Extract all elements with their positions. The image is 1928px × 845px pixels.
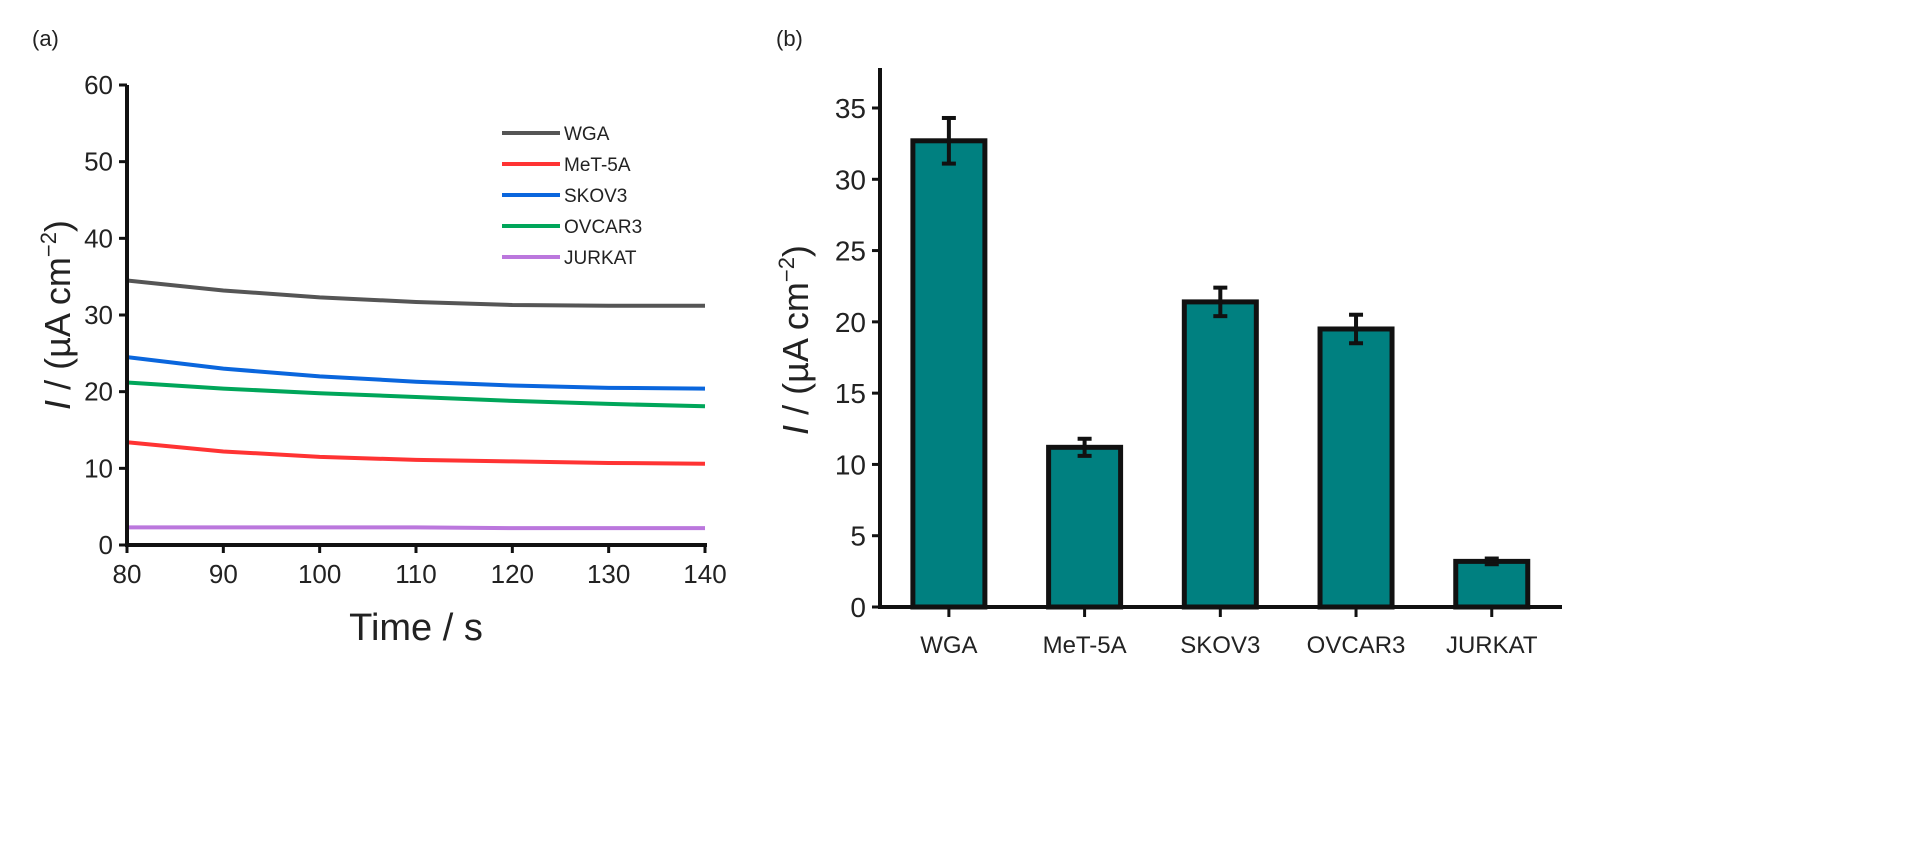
x-tick-label: 90 — [209, 559, 238, 589]
y-tick-label: 50 — [84, 147, 113, 177]
bar-chart-panel: (b) WGA MeT-5A SKOV3 OVCAR3 JURKAT 0 5 10 15 20 25… — [774, 26, 1562, 659]
series-line-jurkat — [127, 525, 705, 531]
legend-label: JURKAT — [564, 248, 637, 269]
x-tick-label: 130 — [587, 559, 630, 589]
line-plot-area: 0 10 20 30 40 50 60 80 90 100 110 120 130 140 — [84, 70, 727, 589]
x-tick-label: WGA — [920, 632, 977, 659]
x-axis-label: Time / s — [349, 607, 483, 649]
x-tick-label: OVCAR3 — [1307, 632, 1406, 659]
x-tick-label: 110 — [395, 559, 436, 589]
bar-met-5a — [1046, 444, 1124, 610]
legend-label: MeT-5A — [564, 155, 631, 176]
y-tick-label: 10 — [835, 449, 866, 480]
y-tick-label: 40 — [84, 223, 113, 253]
y-axis-label: I / (µA cm−2) — [774, 245, 816, 435]
series-line-skov3 — [126, 355, 706, 391]
x-tick-label: JURKAT — [1446, 632, 1538, 659]
bar-skov3 — [1181, 299, 1259, 610]
line-chart-panel: (a) 0 10 20 30 40 50 60 80 90 100 110 120 130 140 Tim… — [32, 26, 727, 649]
y-tick-label: 5 — [850, 521, 866, 552]
y-tick-label: 10 — [84, 453, 113, 483]
x-tick-label: 80 — [113, 559, 142, 589]
y-tick-label: 0 — [850, 592, 866, 623]
x-tick-label: 120 — [491, 559, 534, 589]
legend-label: SKOV3 — [564, 186, 627, 207]
bar-ovcar3 — [1317, 326, 1395, 610]
legend-label: OVCAR3 — [564, 217, 642, 238]
x-tick-label: MeT-5A — [1043, 632, 1127, 659]
y-tick-label: 15 — [835, 378, 866, 409]
x-tick-label: SKOV3 — [1180, 632, 1260, 659]
y-tick-label: 0 — [99, 530, 113, 560]
y-tick-label: 25 — [835, 236, 866, 267]
legend-label: WGA — [564, 124, 610, 145]
y-axis-label: I / (µA cm−2) — [36, 220, 78, 410]
panel-label-a: (a) — [32, 26, 59, 51]
legend: WGA MeT-5A SKOV3 OVCAR3 JURKAT — [502, 124, 642, 269]
y-tick-label: 20 — [835, 307, 866, 338]
y-tick-label: 30 — [835, 164, 866, 195]
series-line-met-5a — [126, 440, 706, 466]
y-tick-label: 35 — [835, 93, 866, 124]
y-tick-label: 30 — [84, 300, 113, 330]
y-tick-label: 60 — [84, 70, 113, 100]
x-tick-label: 100 — [298, 559, 341, 589]
bar-plot-area: WGA MeT-5A SKOV3 OVCAR3 JURKAT 0 5 10 15 20 25 30 35 — [835, 68, 1562, 659]
panel-label-b: (b) — [776, 26, 803, 51]
bar-jurkat — [1453, 558, 1531, 610]
series-line-ovcar3 — [126, 380, 706, 409]
series-line-wga — [126, 278, 705, 308]
bar-wga — [910, 138, 988, 610]
y-tick-label: 20 — [84, 377, 113, 407]
x-tick-label: 140 — [683, 559, 726, 589]
